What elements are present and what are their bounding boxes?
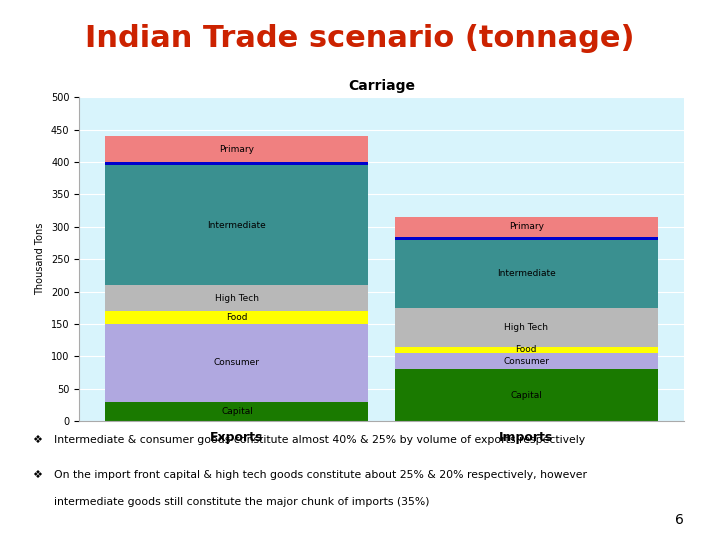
Bar (395, 347, 657, 353)
Text: High Tech: High Tech (215, 294, 259, 302)
Bar (106, 311, 369, 324)
Bar (106, 402, 369, 421)
Bar (395, 237, 657, 240)
Text: Indian Trade scenario (tonnage): Indian Trade scenario (tonnage) (85, 24, 635, 53)
Text: Food: Food (516, 346, 537, 354)
Bar (395, 308, 657, 347)
Bar (106, 324, 369, 402)
Text: Primary: Primary (509, 222, 544, 231)
Text: Consumer: Consumer (503, 357, 549, 366)
Text: Capital: Capital (510, 391, 542, 400)
Bar (395, 217, 657, 237)
Bar (395, 369, 657, 421)
Text: Intermediate & consumer goods constitute almost 40% & 25% by volume of exports r: Intermediate & consumer goods constitute… (54, 435, 585, 445)
Text: On the import front capital & high tech goods constitute about 25% & 20% respect: On the import front capital & high tech … (54, 470, 587, 480)
Text: ❖: ❖ (32, 435, 42, 445)
Bar (395, 353, 657, 369)
Text: intermediate goods still constitute the major chunk of imports (35%): intermediate goods still constitute the … (54, 497, 430, 507)
Title: Carriage: Carriage (348, 79, 415, 93)
Bar (395, 240, 657, 308)
Text: Consumer: Consumer (214, 359, 260, 367)
Text: Primary: Primary (220, 145, 254, 153)
Y-axis label: Thousand Tons: Thousand Tons (35, 223, 45, 295)
Text: ❖: ❖ (32, 470, 42, 480)
Text: Capital: Capital (221, 407, 253, 416)
Bar (106, 165, 369, 285)
Bar (106, 285, 369, 311)
Text: High Tech: High Tech (504, 323, 548, 332)
Text: Intermediate: Intermediate (497, 269, 556, 278)
Bar (106, 136, 369, 162)
Text: Intermediate: Intermediate (207, 221, 266, 230)
Bar (106, 162, 369, 165)
Text: Food: Food (226, 313, 248, 322)
Text: 6: 6 (675, 512, 684, 526)
